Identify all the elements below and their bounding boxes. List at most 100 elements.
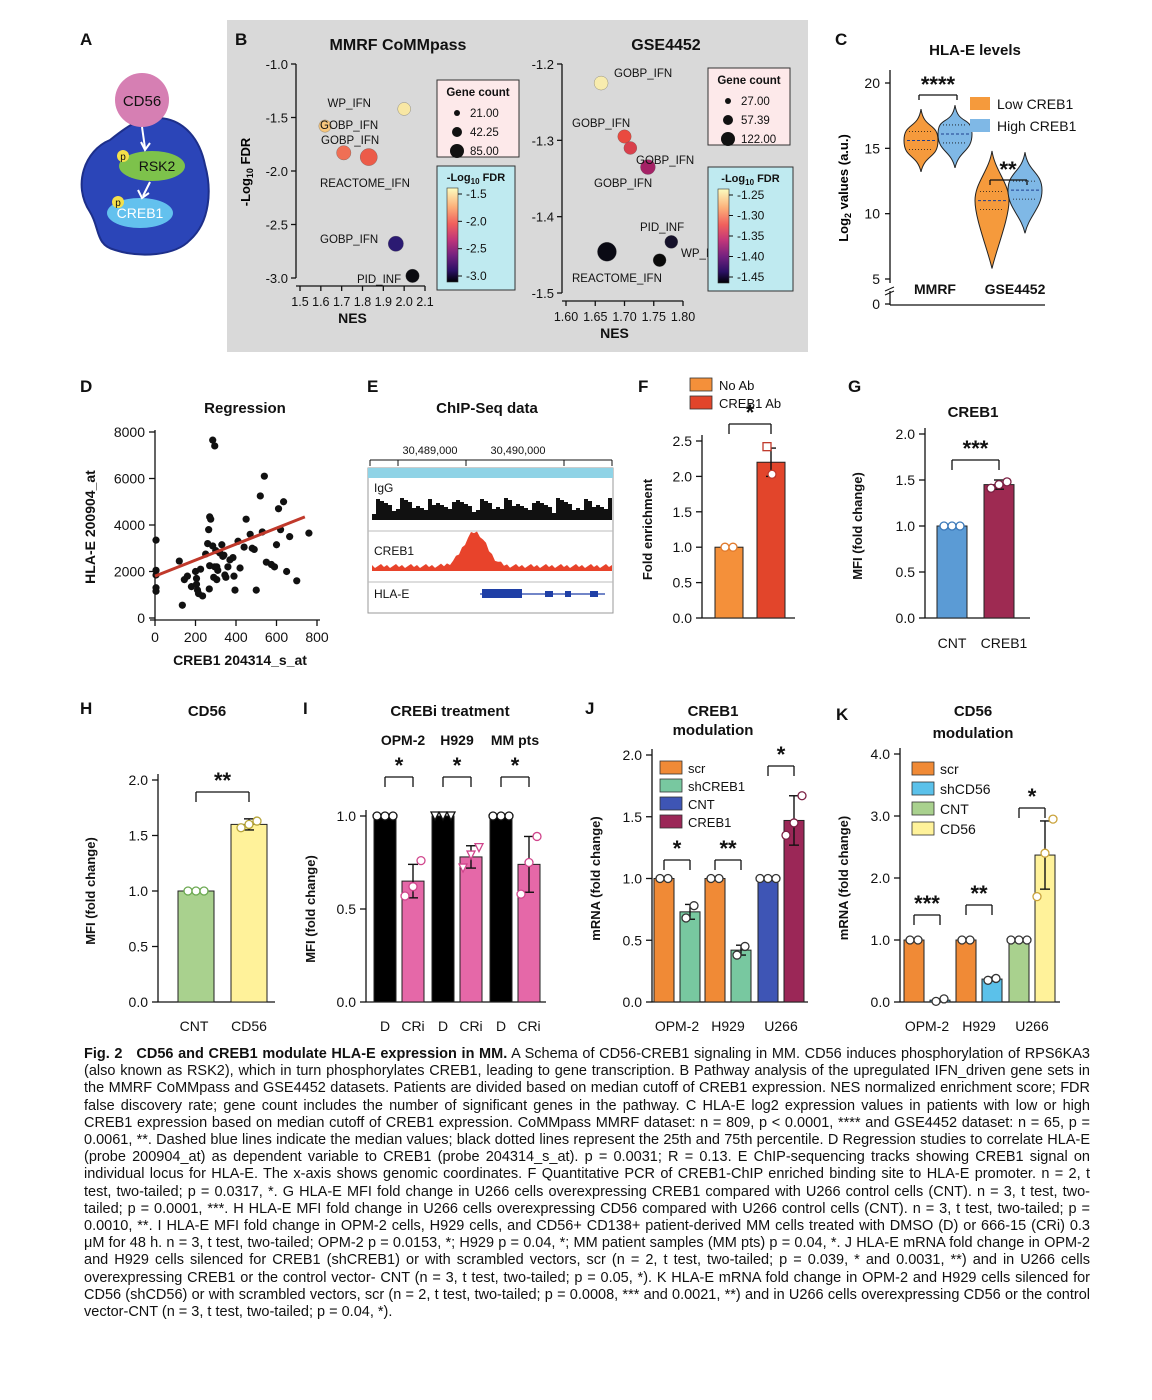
chart-h-title: CD56	[188, 703, 226, 720]
chart-b-left-size-legend-label: 21.00	[470, 108, 499, 120]
chart-d-xtick-label: 400	[224, 629, 248, 645]
chart-f-legend-swatch	[689, 395, 713, 410]
panel-label-d: D	[80, 377, 92, 396]
chart-i-point	[496, 811, 506, 821]
chart-e-creb1-signal	[372, 531, 612, 571]
chart-i-title: CREBi treatment	[390, 703, 509, 720]
chart-j-point	[706, 873, 716, 884]
chart-f-ytick-label: 2.5	[673, 433, 693, 449]
chart-i-point	[437, 811, 449, 822]
chart-d-point	[293, 577, 301, 585]
chart-i-sig-label: *	[395, 753, 404, 778]
chart-b-left-size-legend: Gene count 21.00 42.25 85.00	[436, 79, 520, 158]
arrowhead-rsk2-creb1	[137, 189, 150, 200]
chart-d-xtick-label: 800	[305, 629, 329, 645]
chart-j-ytick-label: 1.5	[623, 809, 643, 825]
chart-b-left-size-legend-dot	[454, 110, 460, 116]
panel-label-a: A	[80, 30, 92, 49]
chart-k-point	[957, 935, 967, 945]
chart-c-sig-label: ****	[921, 72, 956, 97]
chart-d-point	[152, 536, 160, 544]
chart-b-left-xtick-label: 1.7	[333, 295, 350, 309]
creb1-label: CREB1	[117, 205, 164, 221]
chart-j-bar	[757, 878, 779, 1003]
chart-d-point	[283, 567, 291, 576]
chart-c-legend-swatch	[970, 119, 990, 132]
chart-d-point	[192, 580, 201, 588]
chart-k-ytick-label: 3.0	[871, 808, 891, 824]
rsk2-label: RSK2	[139, 158, 176, 174]
chart-b-left-ytick-label: -1.0	[266, 57, 288, 72]
caption-fig-label: Fig. 2	[84, 1046, 123, 1062]
chart-j-ytick-label: 0.5	[623, 932, 643, 948]
chart-j-legend-swatch	[659, 760, 683, 775]
panel-label-c: C	[835, 30, 847, 49]
chart-j-point	[740, 941, 750, 952]
chart-i-group-label: OPM-2	[381, 732, 426, 748]
chart-k-legend-label: scr	[940, 761, 959, 777]
chart-f-ytick-label: 2.0	[673, 468, 693, 484]
chart-d-point	[220, 551, 228, 559]
chart-d-ylabel: HLA-E 200904_at	[82, 470, 98, 584]
chart-i-ytick-label: 0.0	[337, 994, 357, 1010]
chart-k-sig-label: *	[1028, 784, 1037, 809]
chart-b-left-xtick-label: 2.0	[395, 295, 412, 309]
chart-d-point	[242, 515, 250, 523]
chart-k-xtick-label: U266	[1015, 1018, 1049, 1034]
chart-b-right-xtick-label: 1.80	[671, 310, 695, 324]
chart-i-xtick-label: D	[438, 1018, 448, 1034]
cell-shape	[80, 116, 210, 256]
chart-e-igg-signal	[372, 498, 612, 520]
chart-k-point	[983, 975, 993, 985]
chart-i-sig-label: *	[453, 753, 462, 778]
chart-k-xtick-label: OPM-2	[905, 1018, 950, 1034]
chart-d-point	[260, 472, 268, 480]
panel-label-i: I	[303, 699, 308, 718]
chart-b-left-point	[405, 268, 420, 283]
chart-b-right-size-legend-dot	[723, 115, 733, 125]
cd56-node	[115, 73, 169, 127]
chart-d-point	[213, 576, 221, 584]
chart-j-sig-label: *	[777, 742, 786, 767]
chart-j-point	[714, 873, 724, 884]
chart-k-title-2: modulation	[933, 725, 1014, 742]
chart-b-left-color-legend-tick-label: -2.0	[466, 214, 487, 228]
phospho-marker-creb1	[112, 196, 124, 208]
chart-b-left-point-label: GOBP_IFN	[320, 120, 378, 132]
chart-i-point	[408, 882, 418, 892]
chart-i-group-label: MM pts	[491, 732, 539, 748]
creb1-node	[107, 198, 173, 228]
chart-j-point	[732, 950, 742, 960]
chart-j-title-1: CREB1	[688, 703, 739, 720]
chart-h-xtick-label: CD56	[231, 1018, 267, 1034]
chart-i-group-label: H929	[440, 732, 474, 748]
chart-b-right-xlabel: NES	[600, 325, 629, 341]
chart-d-point	[236, 564, 244, 572]
chart-k-ylabel: mRNA (fold change)	[836, 816, 851, 940]
chart-b-left-xtick-label: 2.1	[416, 295, 433, 309]
chart-h-point	[199, 886, 209, 896]
chart-k-xtick-label: H929	[962, 1018, 996, 1034]
chart-g-point	[1002, 477, 1012, 487]
caption-title: CD56 and CREB1 modulate HLA-E expression…	[136, 1046, 508, 1062]
chart-d-point	[211, 442, 219, 450]
chart-k-legend-swatch	[911, 761, 935, 776]
chart-e-track-frame	[367, 467, 614, 614]
chart-d-ytick-label: 0	[137, 610, 145, 626]
chart-b-right-xtick-label: 1.60	[554, 310, 578, 324]
chart-d-point	[252, 586, 260, 594]
chart-d-point	[207, 515, 215, 523]
chart-d-title: Regression	[204, 400, 286, 417]
chart-b-right-size-legend-dot	[725, 98, 731, 104]
panel-e: E ChIP-Seq data 30,489,000 30,490,000 IgG CRE…	[367, 377, 614, 614]
chart-d-point	[256, 492, 264, 500]
chart-f-ylabel: Fold enrichment	[640, 478, 655, 580]
chart-b-right-color-legend-tick-label: -1.35	[737, 229, 765, 243]
chart-k-legend-swatch	[911, 781, 935, 796]
chart-j-point	[771, 873, 781, 884]
chart-k-point	[1040, 848, 1050, 858]
chart-i-xtick-label: CRi	[459, 1018, 482, 1034]
chart-j-point	[781, 830, 791, 840]
chart-j-legend-label: CREB1	[688, 815, 731, 830]
